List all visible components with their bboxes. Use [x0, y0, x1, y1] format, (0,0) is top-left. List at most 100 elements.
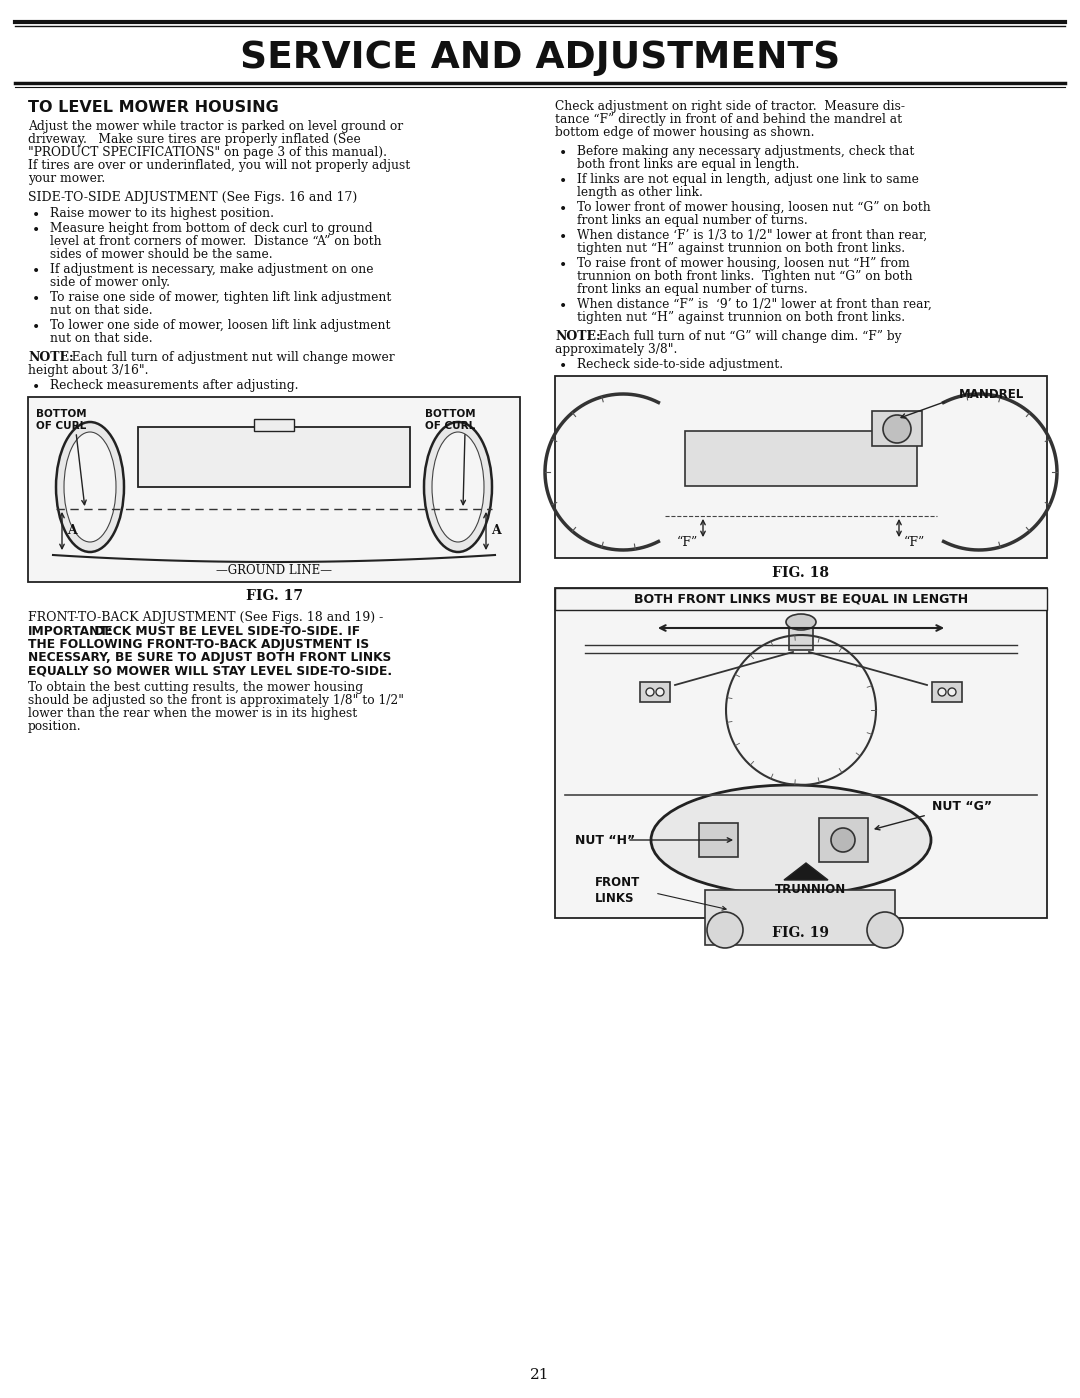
- Text: —GROUND LINE—: —GROUND LINE—: [216, 563, 332, 577]
- Text: TRUNNION: TRUNNION: [775, 884, 847, 896]
- Text: If links are not equal in length, adjust one link to same: If links are not equal in length, adjust…: [577, 173, 919, 186]
- Circle shape: [948, 688, 956, 696]
- Text: DECK MUST BE LEVEL SIDE-TO-SIDE. IF: DECK MUST BE LEVEL SIDE-TO-SIDE. IF: [90, 625, 360, 637]
- Text: lower than the rear when the mower is in its highest: lower than the rear when the mower is in…: [28, 707, 357, 720]
- Text: •: •: [32, 208, 40, 224]
- Circle shape: [867, 911, 903, 948]
- Circle shape: [883, 415, 912, 443]
- Text: Raise mower to its highest position.: Raise mower to its highest position.: [50, 207, 274, 219]
- Ellipse shape: [432, 432, 484, 542]
- Text: Measure height from bottom of deck curl to ground: Measure height from bottom of deck curl …: [50, 222, 373, 235]
- Text: FIG. 19: FIG. 19: [772, 925, 829, 939]
- Circle shape: [939, 688, 946, 696]
- Text: both front links are equal in length.: both front links are equal in length.: [577, 158, 799, 171]
- Text: Recheck side-to-side adjustment.: Recheck side-to-side adjustment.: [577, 358, 783, 370]
- Circle shape: [646, 688, 654, 696]
- Text: your mower.: your mower.: [28, 172, 105, 185]
- Ellipse shape: [424, 422, 492, 552]
- Circle shape: [707, 911, 743, 948]
- Text: •: •: [32, 266, 40, 280]
- Bar: [872, 411, 922, 446]
- Text: SERVICE AND ADJUSTMENTS: SERVICE AND ADJUSTMENTS: [240, 41, 840, 75]
- Text: FIG. 17: FIG. 17: [245, 589, 302, 603]
- Text: A: A: [491, 524, 501, 537]
- Text: To raise front of mower housing, loosen nut “H” from: To raise front of mower housing, loosen …: [577, 257, 909, 270]
- Bar: [138, 426, 410, 487]
- Text: BOTH FRONT LINKS MUST BE EQUAL IN LENGTH: BOTH FRONT LINKS MUST BE EQUAL IN LENGTH: [634, 593, 968, 605]
- Text: position.: position.: [28, 720, 82, 733]
- Text: length as other link.: length as other link.: [577, 186, 703, 199]
- Bar: [555, 376, 1047, 558]
- Text: 21: 21: [530, 1369, 550, 1383]
- Text: •: •: [32, 322, 40, 336]
- Text: side of mower only.: side of mower only.: [50, 275, 170, 289]
- Text: should be adjusted so the front is approximately 1/8" to 1/2": should be adjusted so the front is appro…: [28, 693, 404, 707]
- Text: Adjust the mower while tractor is parked on level ground or: Adjust the mower while tractor is parked…: [28, 120, 403, 133]
- Text: When distance “F” is  ‘9’ to 1/2" lower at front than rear,: When distance “F” is ‘9’ to 1/2" lower a…: [577, 298, 932, 310]
- Text: When distance ‘F’ is 1/3 to 1/2" lower at front than rear,: When distance ‘F’ is 1/3 to 1/2" lower a…: [577, 229, 928, 242]
- Text: TO LEVEL MOWER HOUSING: TO LEVEL MOWER HOUSING: [28, 101, 279, 115]
- Text: Check adjustment on right side of tractor.  Measure dis-: Check adjustment on right side of tracto…: [555, 101, 905, 113]
- Text: front links an equal number of turns.: front links an equal number of turns.: [577, 282, 808, 296]
- Bar: [705, 891, 895, 945]
- Bar: [789, 619, 813, 650]
- Text: NUT “H”: NUT “H”: [575, 833, 635, 847]
- Text: To lower front of mower housing, loosen nut “G” on both: To lower front of mower housing, loosen …: [577, 201, 931, 214]
- Text: •: •: [32, 224, 40, 238]
- Text: approximately 3/8".: approximately 3/8".: [555, 343, 677, 356]
- Text: BOTTOM
OF CURL: BOTTOM OF CURL: [426, 410, 475, 432]
- Circle shape: [656, 688, 664, 696]
- Text: Each full turn of nut “G” will change dim. “F” by: Each full turn of nut “G” will change di…: [591, 330, 902, 343]
- Text: Recheck measurements after adjusting.: Recheck measurements after adjusting.: [50, 379, 298, 391]
- Bar: [640, 682, 670, 702]
- Text: “F”: “F”: [677, 535, 698, 549]
- Text: •: •: [32, 382, 40, 396]
- Text: driveway.   Make sure tires are properly inflated (See: driveway. Make sure tires are properly i…: [28, 133, 361, 145]
- Text: To lower one side of mower, loosen lift link adjustment: To lower one side of mower, loosen lift …: [50, 319, 391, 331]
- Text: “F”: “F”: [904, 535, 926, 549]
- FancyBboxPatch shape: [699, 823, 738, 857]
- Text: •: •: [559, 301, 567, 315]
- Bar: [555, 589, 1047, 918]
- Text: nut on that side.: nut on that side.: [50, 303, 152, 317]
- Text: FIG. 18: FIG. 18: [772, 566, 829, 580]
- Text: NOTE:: NOTE:: [28, 351, 73, 363]
- Text: A: A: [67, 524, 77, 537]
- Polygon shape: [784, 863, 828, 879]
- Text: Each full turn of adjustment nut will change mower: Each full turn of adjustment nut will ch…: [64, 351, 394, 363]
- Bar: [28, 397, 519, 582]
- Text: FRONT
LINKS: FRONT LINKS: [595, 877, 640, 905]
- Text: front links an equal number of turns.: front links an equal number of turns.: [577, 214, 808, 226]
- Text: •: •: [559, 259, 567, 273]
- Text: BOTTOM
OF CURL: BOTTOM OF CURL: [36, 410, 86, 432]
- Text: If tires are over or underinflated, you will not properly adjust: If tires are over or underinflated, you …: [28, 159, 410, 172]
- Text: bottom edge of mower housing as shown.: bottom edge of mower housing as shown.: [555, 126, 814, 138]
- Text: NUT “G”: NUT “G”: [932, 800, 993, 814]
- Bar: [555, 589, 1047, 610]
- Text: IMPORTANT:: IMPORTANT:: [28, 625, 113, 637]
- Ellipse shape: [56, 422, 124, 552]
- Ellipse shape: [64, 432, 116, 542]
- Text: "PRODUCT SPECIFICATIONS" on page 3 of this manual).: "PRODUCT SPECIFICATIONS" on page 3 of th…: [28, 145, 387, 159]
- Bar: [254, 419, 294, 431]
- Text: EQUALLY SO MOWER WILL STAY LEVEL SIDE-TO-SIDE.: EQUALLY SO MOWER WILL STAY LEVEL SIDE-TO…: [28, 664, 392, 677]
- Text: height about 3/16".: height about 3/16".: [28, 363, 149, 377]
- Text: tance “F” directly in front of and behind the mandrel at: tance “F” directly in front of and behin…: [555, 113, 902, 126]
- Text: •: •: [559, 231, 567, 245]
- Text: To raise one side of mower, tighten lift link adjustment: To raise one side of mower, tighten lift…: [50, 291, 391, 303]
- Text: •: •: [559, 203, 567, 217]
- Text: trunnion on both front links.  Tighten nut “G” on both: trunnion on both front links. Tighten nu…: [577, 270, 913, 282]
- Text: SIDE-TO-SIDE ADJUSTMENT (See Figs. 16 and 17): SIDE-TO-SIDE ADJUSTMENT (See Figs. 16 an…: [28, 192, 357, 204]
- Ellipse shape: [786, 614, 816, 630]
- Text: NECESSARY, BE SURE TO ADJUST BOTH FRONT LINKS: NECESSARY, BE SURE TO ADJUST BOTH FRONT …: [28, 651, 391, 664]
- FancyBboxPatch shape: [819, 818, 868, 863]
- Text: level at front corners of mower.  Distance “A” on both: level at front corners of mower. Distanc…: [50, 235, 381, 247]
- Text: Before making any necessary adjustments, check that: Before making any necessary adjustments,…: [577, 145, 915, 158]
- Ellipse shape: [651, 786, 931, 895]
- Bar: [685, 431, 917, 487]
- Text: •: •: [559, 361, 567, 375]
- Text: THE FOLLOWING FRONT-TO-BACK ADJUSTMENT IS: THE FOLLOWING FRONT-TO-BACK ADJUSTMENT I…: [28, 637, 369, 651]
- Text: •: •: [559, 175, 567, 189]
- Text: To obtain the best cutting results, the mower housing: To obtain the best cutting results, the …: [28, 681, 363, 693]
- Text: •: •: [559, 147, 567, 161]
